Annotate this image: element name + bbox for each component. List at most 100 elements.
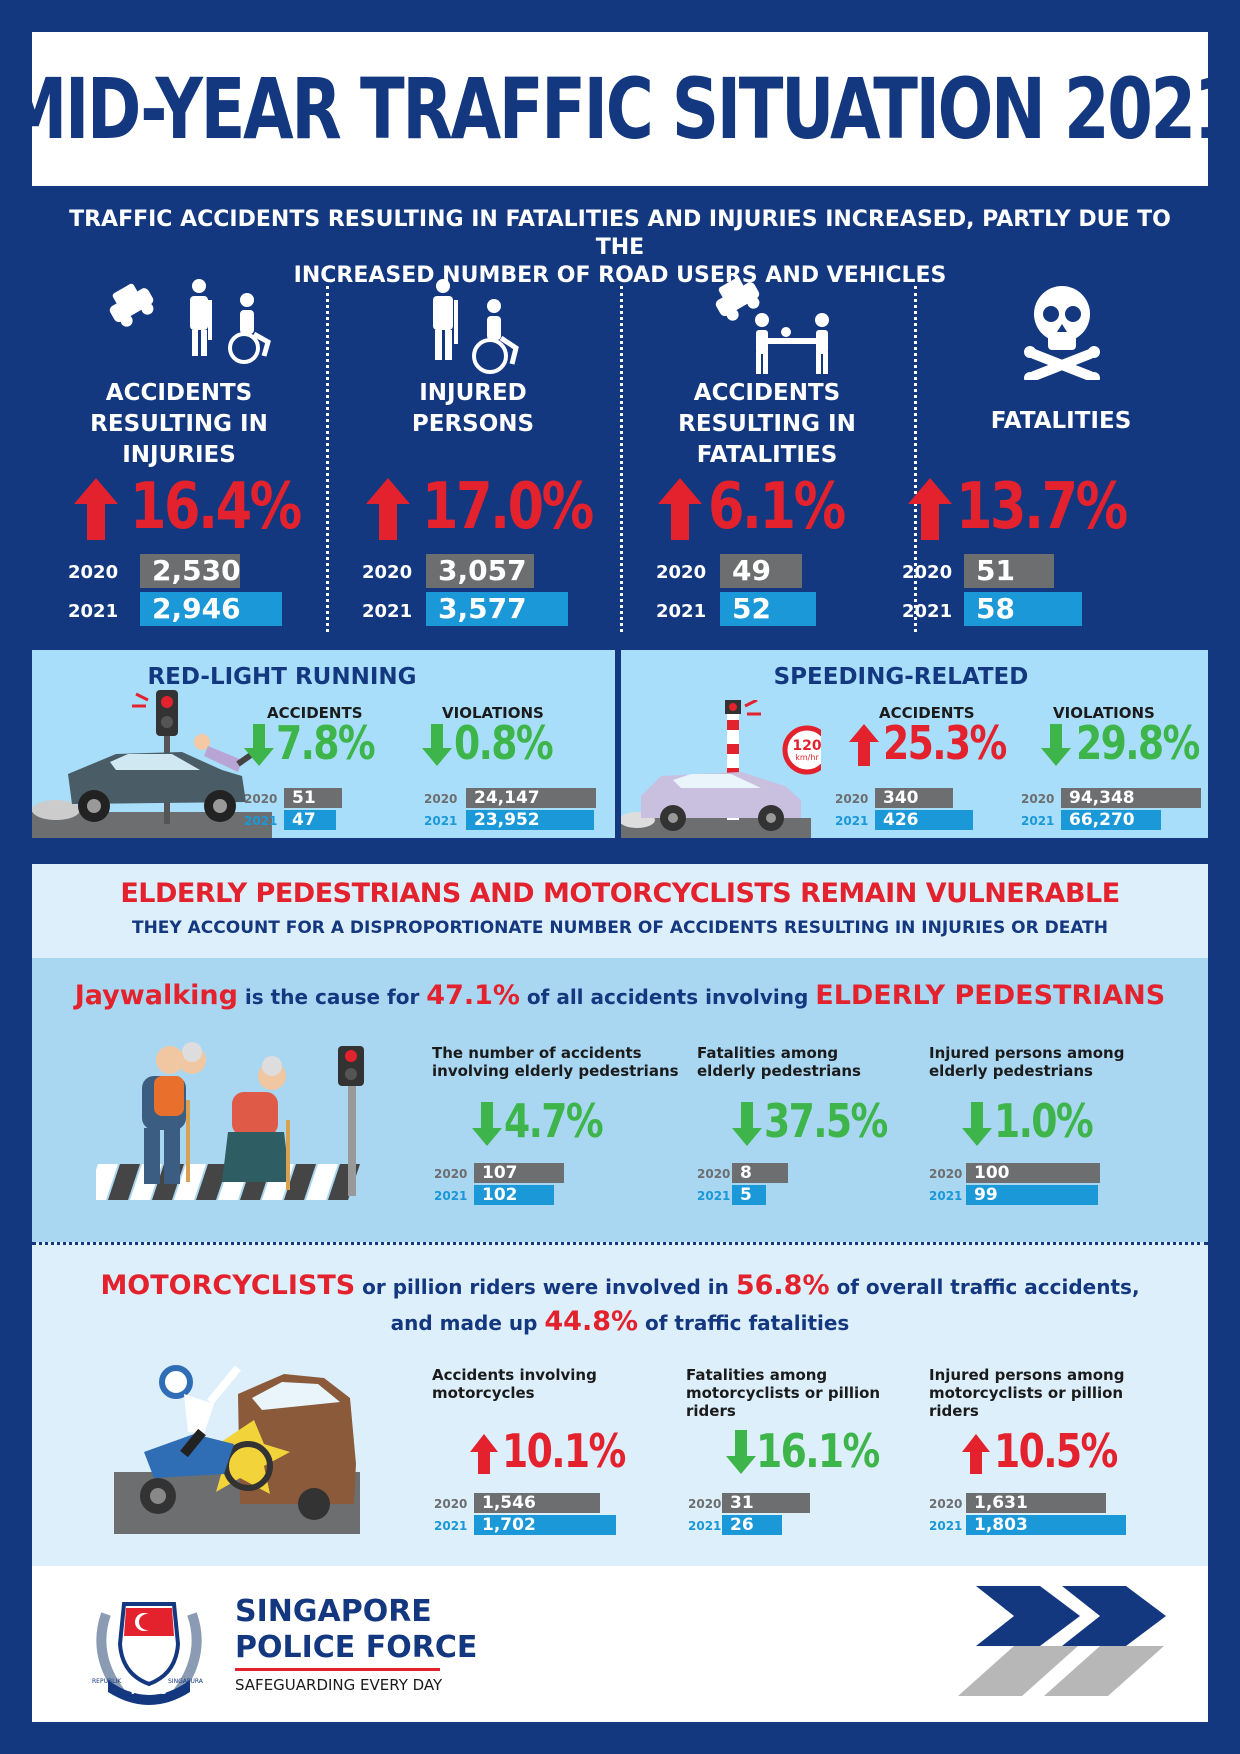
accidents-label: ACCIDENTS xyxy=(879,704,975,722)
arrow-up-icon xyxy=(908,478,952,540)
violations-label: VIOLATIONS xyxy=(1053,704,1155,722)
speeding-car-illustration xyxy=(621,700,821,838)
value-2020: 2,530 xyxy=(140,554,241,588)
value-2021: 23,952 xyxy=(466,810,594,830)
value-2021: 26 xyxy=(722,1515,782,1535)
accidents-percentage: 25.3% xyxy=(883,716,1007,770)
title-banner: MID-YEAR TRAFFIC SITUATION 2021 xyxy=(3,32,1240,186)
desc-line: The number of accidents xyxy=(432,1044,642,1062)
arrow-down-icon xyxy=(1041,724,1071,766)
year-label: 2020 xyxy=(434,1167,468,1181)
highlight-text: MOTORCYCLISTS xyxy=(100,1270,356,1301)
vulnerable-header-band xyxy=(32,864,1208,958)
motorcycle-crash-illustration xyxy=(114,1365,360,1534)
year-label: 2020 xyxy=(68,562,119,583)
year-label: 2021 xyxy=(688,1519,722,1533)
year-label: 2020 xyxy=(362,562,413,583)
year-label: 2020 xyxy=(1021,792,1055,806)
car-crash-stretcher-icon xyxy=(715,277,829,374)
speeding-panel: SPEEDING-RELATED 120 km/hr ACCIDENTS 25.… xyxy=(621,650,1208,838)
elderly-statement: Jaywalking is the cause for 47.1% of all… xyxy=(32,980,1208,1011)
value-2021: 99 xyxy=(966,1185,1098,1205)
value-2021: 66,270 xyxy=(1061,810,1161,830)
stat-label: ACCIDENTS RESULTING IN INJURIES xyxy=(32,378,326,471)
red-light-crash-illustration xyxy=(32,690,272,838)
statement-text: of overall traffic accidents, xyxy=(829,1275,1140,1299)
year-label: 2021 xyxy=(697,1189,731,1203)
statement-text: or pillion riders were involved in xyxy=(355,1275,736,1299)
divider xyxy=(620,286,623,632)
highlight-text: Jaywalking xyxy=(74,980,238,1011)
stat-percentage: 6.1% xyxy=(708,470,846,544)
statement-text: of all accidents involving xyxy=(519,985,816,1009)
statement-text: and made up xyxy=(390,1311,545,1335)
label-line: RESULTING IN xyxy=(90,411,268,437)
elderly-desc: Fatalities among elderly pedestrians xyxy=(697,1044,861,1080)
motorcyclist-statement-line2: and made up 44.8% of traffic fatalities xyxy=(32,1306,1208,1337)
arrow-down-icon xyxy=(422,724,452,766)
year-label: 2021 xyxy=(656,601,707,622)
elderly-percentage: 1.0% xyxy=(994,1094,1094,1148)
highlight-text: ELDERLY PEDESTRIANS xyxy=(815,980,1166,1011)
moto-percentage: 16.1% xyxy=(756,1424,880,1478)
label-line: ACCIDENTS xyxy=(105,380,253,406)
accidents-percentage: 7.8% xyxy=(276,716,376,770)
value-2020: 340 xyxy=(875,788,953,808)
speed-sign-unit: km/hr xyxy=(795,753,819,762)
arrow-up-icon xyxy=(470,1434,498,1474)
label-line: PERSONS xyxy=(411,411,535,437)
desc-line: involving elderly pedestrians xyxy=(432,1062,679,1080)
year-label: 2021 xyxy=(835,814,869,828)
car-crash-injury-icon xyxy=(109,279,271,364)
arrow-down-icon xyxy=(726,1430,756,1474)
statement-text: is the cause for xyxy=(237,985,427,1009)
value-2020: 94,348 xyxy=(1061,788,1201,808)
desc-line: Accidents involving xyxy=(432,1366,597,1384)
vulnerable-heading: ELDERLY PEDESTRIANS AND MOTORCYCLISTS RE… xyxy=(120,878,1120,909)
label-line: INJURIES xyxy=(122,442,236,468)
value-2020: 100 xyxy=(966,1163,1100,1183)
highlight-text: 56.8% xyxy=(735,1270,830,1301)
elderly-desc: The number of accidents involving elderl… xyxy=(432,1044,679,1080)
year-label: 2020 xyxy=(929,1167,963,1181)
page-subtitle: TRAFFIC ACCIDENTS RESULTING IN FATALITIE… xyxy=(60,206,1180,290)
elderly-percentage: 37.5% xyxy=(764,1094,888,1148)
value-2020: 31 xyxy=(722,1493,810,1513)
desc-line: Fatalities among xyxy=(686,1366,828,1384)
subtitle-line: INCREASED NUMBER OF ROAD USERS AND VEHIC… xyxy=(293,263,947,288)
value-2021: 5 xyxy=(732,1185,766,1205)
value-2021: 47 xyxy=(284,810,336,830)
value-2020: 1,546 xyxy=(474,1493,600,1513)
arrow-up-icon xyxy=(849,724,879,766)
crest-text: POLIS xyxy=(130,1684,168,1697)
year-label: 2020 xyxy=(688,1497,722,1511)
year-label: 2020 xyxy=(929,1497,963,1511)
accidents-label: ACCIDENTS xyxy=(267,704,363,722)
label-line: INJURED xyxy=(419,380,527,406)
year-label: 2021 xyxy=(434,1189,468,1203)
year-label: 2021 xyxy=(68,601,119,622)
value-2021: 3,577 xyxy=(426,592,568,626)
elderly-percentage: 4.7% xyxy=(504,1094,604,1148)
violations-label: VIOLATIONS xyxy=(442,704,544,722)
divider xyxy=(326,286,329,632)
vulnerable-subheading: THEY ACCOUNT FOR A DISPROPORTIONATE NUMB… xyxy=(131,918,1109,938)
year-label: 2020 xyxy=(697,1167,731,1181)
value-2020: 24,147 xyxy=(466,788,596,808)
moto-desc: Accidents involving motorcycles xyxy=(432,1366,597,1402)
value-2020: 51 xyxy=(964,554,1054,588)
arrow-down-icon xyxy=(472,1102,502,1146)
year-label: 2021 xyxy=(902,601,953,622)
year-label: 2020 xyxy=(434,1497,468,1511)
org-name-line: POLICE FORCE xyxy=(235,1630,478,1665)
desc-line: riders xyxy=(929,1402,979,1420)
stat-percentage: 13.7% xyxy=(956,470,1128,544)
label-line: RESULTING IN xyxy=(678,411,856,437)
arrow-up-icon xyxy=(658,478,702,540)
summary-stats: ACCIDENTS RESULTING IN INJURIES 16.4% 20… xyxy=(32,270,1208,640)
org-name-line: SINGAPORE xyxy=(235,1594,432,1629)
value-2021: 52 xyxy=(720,592,816,626)
arrow-down-icon xyxy=(244,724,274,766)
year-label: 2020 xyxy=(656,562,707,583)
panel-title: SPEEDING-RELATED xyxy=(773,664,1029,690)
